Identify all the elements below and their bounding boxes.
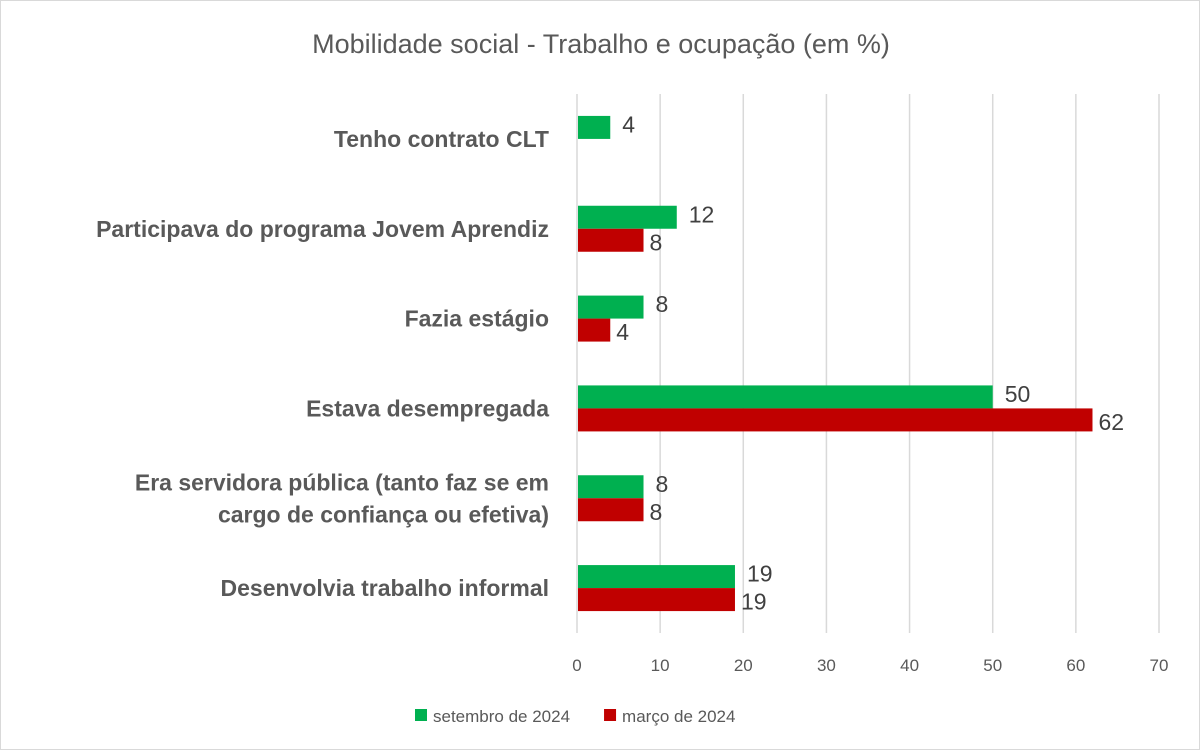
x-tick-label: 0 xyxy=(572,656,581,675)
chart-title: Mobilidade social - Trabalho e ocupação … xyxy=(312,29,890,59)
data-label: 19 xyxy=(747,561,773,587)
bar-marco-2024 xyxy=(578,318,611,342)
bar-setembro-2024 xyxy=(578,205,677,229)
x-tick-label: 50 xyxy=(983,656,1002,675)
bar-setembro-2024 xyxy=(578,385,993,409)
legend-swatch xyxy=(604,709,617,721)
data-label: 62 xyxy=(1098,409,1124,435)
category-label: Participava do programa Jovem Aprendiz xyxy=(96,216,549,242)
bar-setembro-2024 xyxy=(578,115,611,139)
data-label: 8 xyxy=(656,291,669,317)
x-tick-label: 10 xyxy=(651,656,670,675)
category-label: Era servidora pública (tanto faz se em xyxy=(135,469,549,495)
legend-label: março de 2024 xyxy=(622,707,735,726)
category-label: cargo de confiança ou efetiva) xyxy=(218,501,549,527)
data-label: 8 xyxy=(656,471,669,497)
x-tick-label: 40 xyxy=(900,656,919,675)
bar-marco-2024 xyxy=(578,588,735,612)
data-label: 12 xyxy=(689,201,715,227)
bar-setembro-2024 xyxy=(578,295,644,319)
data-label: 50 xyxy=(1005,381,1031,407)
data-label: 4 xyxy=(616,319,629,345)
category-label: Estava desempregada xyxy=(306,395,549,421)
data-label: 8 xyxy=(650,499,663,525)
bar-marco-2024 xyxy=(578,408,1093,432)
bar-setembro-2024 xyxy=(578,565,735,589)
x-tick-label: 60 xyxy=(1066,656,1085,675)
x-tick-label: 70 xyxy=(1150,656,1169,675)
bar-marco-2024 xyxy=(578,498,644,522)
category-label: Desenvolvia trabalho informal xyxy=(221,575,549,601)
data-label: 8 xyxy=(650,229,663,255)
x-tick-label: 20 xyxy=(734,656,753,675)
data-label: 4 xyxy=(622,111,635,137)
legend-swatch xyxy=(415,709,427,721)
bar-marco-2024 xyxy=(578,228,644,252)
category-label: Fazia estágio xyxy=(405,306,549,332)
category-label: Tenho contrato CLT xyxy=(334,126,549,152)
data-label: 19 xyxy=(741,589,767,615)
legend-label: setembro de 2024 xyxy=(433,707,570,726)
bar-setembro-2024 xyxy=(578,475,644,499)
x-tick-label: 30 xyxy=(817,656,836,675)
